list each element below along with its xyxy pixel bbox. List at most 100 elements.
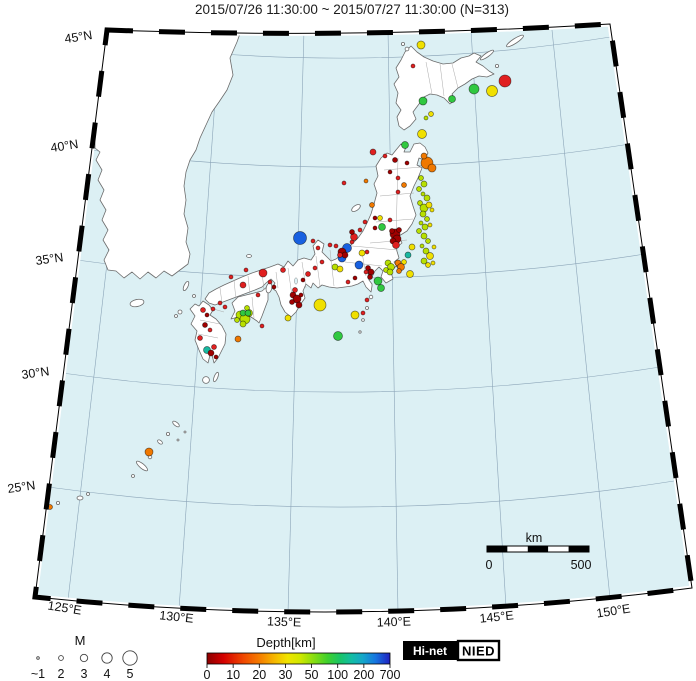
tokara-islet-3	[183, 430, 187, 434]
quake-dot	[392, 157, 398, 163]
quake-dot	[422, 247, 430, 255]
quake-dot	[421, 223, 429, 231]
quake-dot	[352, 275, 358, 281]
quake-dot	[427, 222, 433, 228]
quake-dot	[360, 310, 366, 316]
lon-label: 125°E	[47, 598, 83, 617]
quake-dot	[364, 297, 370, 303]
quake-dot	[345, 279, 351, 285]
scale-bar: km 0 500	[486, 531, 592, 572]
shikotan-island	[494, 64, 499, 69]
quake-dot	[258, 268, 268, 278]
quake-dot	[207, 349, 215, 357]
nied-logo-box	[456, 639, 501, 662]
quake-dot	[336, 265, 344, 273]
lat-label: 45°N	[63, 28, 93, 46]
quake-dot	[255, 292, 261, 298]
quake-dot	[425, 201, 433, 209]
quake-dot	[271, 284, 277, 290]
izu-island-2	[365, 306, 369, 310]
depth-tick-label: 0	[204, 668, 211, 681]
depth-tick-label: 100	[327, 668, 348, 681]
quake-dot	[425, 238, 431, 244]
quake-dot	[430, 260, 436, 266]
quake-dot	[357, 227, 363, 233]
quake-dot	[200, 307, 206, 313]
quake-dot	[416, 40, 426, 50]
quake-dot	[420, 180, 428, 188]
scale-bar-segment	[487, 546, 508, 552]
quake-dot	[210, 306, 216, 312]
quake-dot	[420, 191, 426, 197]
quake-dot	[395, 189, 401, 195]
quake-dot	[213, 354, 219, 360]
quake-dot	[410, 63, 416, 69]
lat-label: 25°N	[7, 478, 37, 496]
quake-dot	[228, 274, 234, 280]
map-title: 2015/07/26 11:30:00 ~ 2015/07/27 11:30:0…	[195, 2, 509, 17]
quake-dot	[197, 335, 203, 341]
quake-dot	[295, 301, 303, 309]
quake-dot	[354, 260, 364, 270]
quake-dot	[424, 216, 430, 222]
quake-dot	[429, 207, 435, 213]
quake-dot	[293, 231, 307, 245]
quake-dot	[387, 217, 393, 223]
magnitude-legend-circle	[58, 655, 64, 661]
hinet-logo-box	[403, 641, 457, 660]
quake-dot	[423, 194, 431, 202]
quake-dot	[202, 322, 208, 328]
magnitude-legend-label: 4	[104, 667, 111, 681]
lon-label: 140°E	[377, 614, 412, 629]
sado-island	[351, 204, 361, 212]
tokara-islet-2	[157, 439, 163, 445]
quake-dot	[468, 83, 480, 95]
quake-dot	[416, 228, 422, 234]
quake-dot	[431, 244, 437, 250]
quake-dot	[404, 160, 410, 166]
quake-dot	[243, 267, 249, 273]
depth-tick-label: 50	[305, 668, 319, 681]
goto-island-2	[174, 314, 178, 318]
quake-dot	[369, 148, 377, 156]
quake-dot	[358, 249, 366, 257]
quake-dot	[305, 271, 311, 277]
magnitude-legend-circle	[101, 652, 113, 664]
magnitude-legend: M ~1 2 3 4 5	[31, 633, 138, 681]
quake-dot	[425, 262, 431, 268]
quake-dot	[427, 163, 437, 173]
quake-dot	[401, 182, 407, 188]
quake-dot	[367, 274, 373, 280]
magnitude-legend-label: 5	[127, 667, 134, 681]
magnitude-legend-label: 2	[58, 667, 65, 681]
quake-dot	[244, 309, 252, 317]
quake-dot	[313, 298, 327, 312]
magnitude-legend-label: ~1	[31, 667, 45, 681]
lat-label: 30°N	[21, 364, 51, 382]
quake-dot	[392, 241, 400, 249]
yakushima-island	[202, 376, 210, 384]
quake-dot	[498, 74, 512, 88]
lat-label: 40°N	[49, 137, 79, 155]
quake-dot	[234, 335, 242, 343]
scale-bar-segment	[568, 546, 589, 552]
quake-dot	[377, 215, 383, 221]
amami-island	[172, 420, 180, 428]
izu-island-oshima	[368, 294, 374, 300]
quake-dot	[363, 269, 369, 275]
depth-tick-label: 20	[252, 668, 266, 681]
quake-dot	[310, 238, 316, 244]
depth-legend-title: Depth[km]	[256, 635, 315, 650]
hinet-logo-text: Hi-net	[413, 644, 447, 658]
korea-mainland	[94, 24, 244, 280]
miyako-island	[76, 495, 84, 501]
depth-tick-label: 700	[380, 668, 401, 681]
etorofu-island	[506, 34, 524, 48]
quake-dot	[373, 276, 383, 286]
quake-dot	[389, 228, 395, 234]
quake-dot	[423, 115, 429, 121]
quake-dot	[378, 223, 386, 231]
hypocenter-dots	[47, 40, 512, 510]
scale-bar-start: 0	[486, 558, 493, 572]
